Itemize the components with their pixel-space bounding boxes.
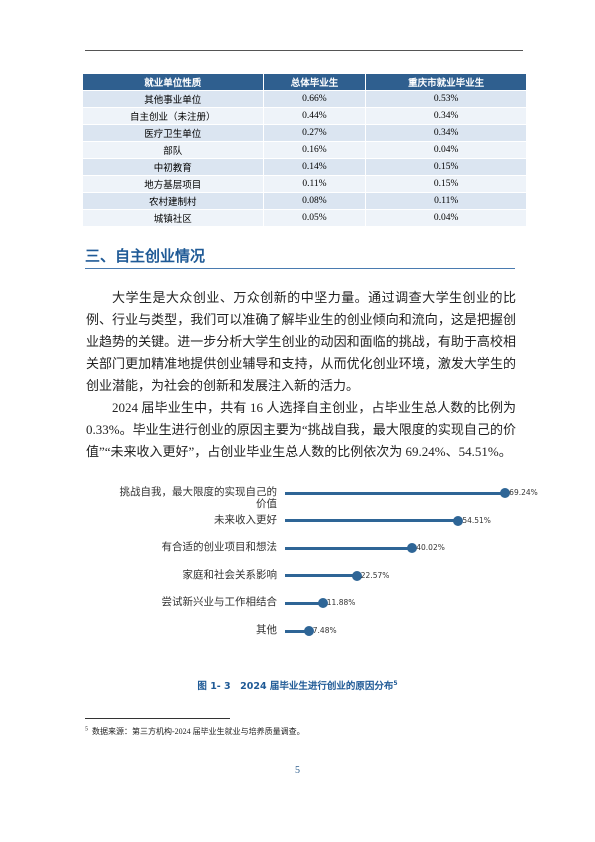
value-label: 69.24% <box>509 488 538 497</box>
value-label: 11.88% <box>326 598 356 608</box>
caption-note-ref: 5 <box>393 679 398 687</box>
body-text: 大学生是大众创业、万众创新的中坚力量。通过调查大学生创业的比例、行业与类型，我们… <box>86 287 516 463</box>
table-row: 中初教育 0.14% 0.15% <box>82 158 527 176</box>
value-label: 40.02% <box>416 543 445 553</box>
dot <box>317 598 328 609</box>
stem <box>285 629 309 633</box>
table-cell: 0.16% <box>262 141 367 159</box>
table: 就业单位性质 总体毕业生 重庆市就业毕业生 其他事业单位 0.66% 0.53% 自主创业… <box>82 73 527 227</box>
caption-text: 图 1- 3 2024 届毕业生进行创业的原因分布 <box>197 681 394 692</box>
category-label: 挑战自我，最大限度的实现自己的价值 <box>119 486 278 510</box>
table-row: 医疗卫生单位 0.27% 0.34% <box>82 124 527 142</box>
stem <box>285 574 357 578</box>
table-cell: 0.15% <box>365 158 527 176</box>
table-cell: 城镇社区 <box>82 209 264 227</box>
table-cell: 0.08% <box>262 192 367 210</box>
value-label: 22.57% <box>360 570 390 580</box>
value-label: 7.48% <box>312 626 337 635</box>
table-cell: 地方基层项目 <box>82 175 264 193</box>
footnote: 5 数据来源：第三方机构-2024 届毕业生就业与培养质量调查。 <box>85 726 305 737</box>
table-cell: 部队 <box>82 141 264 159</box>
dot <box>303 626 314 636</box>
table-cell: 0.04% <box>365 141 527 159</box>
category-label: 其他 <box>256 624 277 636</box>
paragraph: 大学生是大众创业、万众创新的中坚力量。通过调查大学生创业的比例、行业与类型，我们… <box>86 290 516 393</box>
page-number: 5 <box>295 765 300 776</box>
header-rule <box>85 50 523 51</box>
table-cell: 0.27% <box>262 124 367 142</box>
value-label: 54.51% <box>462 515 491 525</box>
table-cell: 0.04% <box>365 209 527 227</box>
header-cell: 总体毕业生 <box>262 73 367 91</box>
dot <box>407 543 418 554</box>
stem <box>285 519 459 523</box>
caption: 图 1- 3 2024 届毕业生进行创业的原因分布5 <box>0 678 595 692</box>
stem <box>285 546 413 550</box>
category-label: 有合适的创业项目和想法 <box>161 541 278 554</box>
table-header: 就业单位性质 总体毕业生 重庆市就业毕业生 <box>82 73 527 91</box>
dot <box>453 515 464 526</box>
table-cell: 0.34% <box>365 124 527 142</box>
table-cell: 0.11% <box>365 192 527 210</box>
table-cell: 0.34% <box>365 107 527 125</box>
dot <box>351 570 362 581</box>
category-label: 尝试新兴业与工作相结合 <box>161 596 278 609</box>
stem <box>285 491 506 495</box>
paragraph: 2024 届毕业生中，共有 16 人选择自主创业，占毕业生总人数的比例为 0.3… <box>86 400 516 459</box>
footnote-rule <box>85 718 230 719</box>
table-row: 农村建制村 0.08% 0.11% <box>82 192 527 210</box>
table-row: 地方基层项目 0.11% 0.15% <box>82 175 527 193</box>
table-cell: 农村建制村 <box>82 192 264 210</box>
footnote-text: 数据来源：第三方机构-2024 届毕业生就业与培养质量调查。 <box>92 727 305 736</box>
table-cell: 0.53% <box>365 90 527 108</box>
section-rule <box>85 268 515 269</box>
header-cell: 就业单位性质 <box>82 73 264 91</box>
category-label: 未来收入更好 <box>214 513 277 526</box>
stem <box>285 601 323 605</box>
dot <box>500 488 511 498</box>
category-label: 家庭和社会关系影响 <box>182 568 278 581</box>
table-cell: 0.05% <box>262 209 367 227</box>
table-row: 部队 0.16% 0.04% <box>82 141 527 159</box>
table-cell: 自主创业（未注册） <box>82 107 264 125</box>
chart: 挑战自我，最大限度的实现自己的价值 69.24% 未来收入更好 54.51% 有合适的创… <box>119 486 538 636</box>
footnote-ref: 5 <box>85 726 88 733</box>
table-row: 城镇社区 0.05% 0.04% <box>82 209 527 227</box>
section-title: 三、自主创业情况 <box>85 247 206 265</box>
